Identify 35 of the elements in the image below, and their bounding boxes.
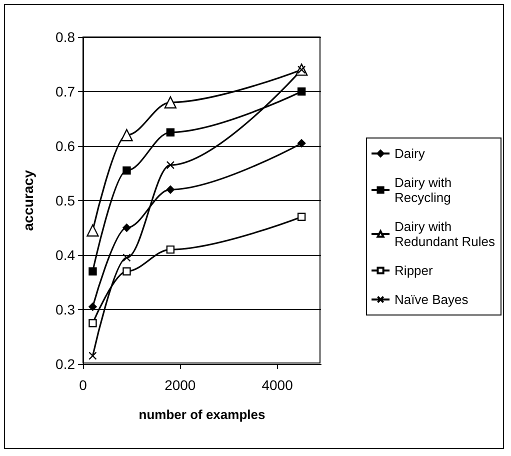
y-tick-label: 0.2 xyxy=(56,356,76,372)
legend-label: Dairy with Redundant Rules xyxy=(394,219,496,249)
point xyxy=(166,160,175,170)
legend-label: Dairy xyxy=(394,146,426,161)
x-tick-label: 4000 xyxy=(262,377,294,393)
point xyxy=(88,302,97,311)
y-tick-label: 0.4 xyxy=(56,247,76,263)
point xyxy=(122,254,131,262)
x-axis-title: number of examples xyxy=(138,407,266,422)
point xyxy=(166,245,175,254)
point xyxy=(297,139,306,148)
point xyxy=(166,186,175,194)
y-tick-label: 0.3 xyxy=(56,302,76,318)
point xyxy=(120,129,133,142)
legend-label: Ripper xyxy=(394,263,434,278)
legend-label: Naïve Bayes xyxy=(394,292,469,307)
point xyxy=(86,224,99,237)
point xyxy=(122,166,131,175)
point xyxy=(122,224,131,232)
x-tick-label: 2000 xyxy=(164,377,196,393)
point xyxy=(297,87,306,96)
point xyxy=(122,267,131,276)
point xyxy=(88,267,97,276)
point xyxy=(164,96,177,108)
point xyxy=(297,212,306,221)
y-tick-label: 0.5 xyxy=(56,192,76,208)
point xyxy=(166,128,175,136)
point xyxy=(88,319,97,328)
y-tick-label: 0.8 xyxy=(56,29,76,45)
x-tick-label: 0 xyxy=(79,377,88,393)
y-tick-label: 0.6 xyxy=(56,138,76,154)
point xyxy=(88,352,97,360)
y-axis-title: accuracy xyxy=(20,170,36,231)
legend-label: Dairy with Recycling xyxy=(394,175,452,205)
y-tick-label: 0.7 xyxy=(56,84,76,100)
